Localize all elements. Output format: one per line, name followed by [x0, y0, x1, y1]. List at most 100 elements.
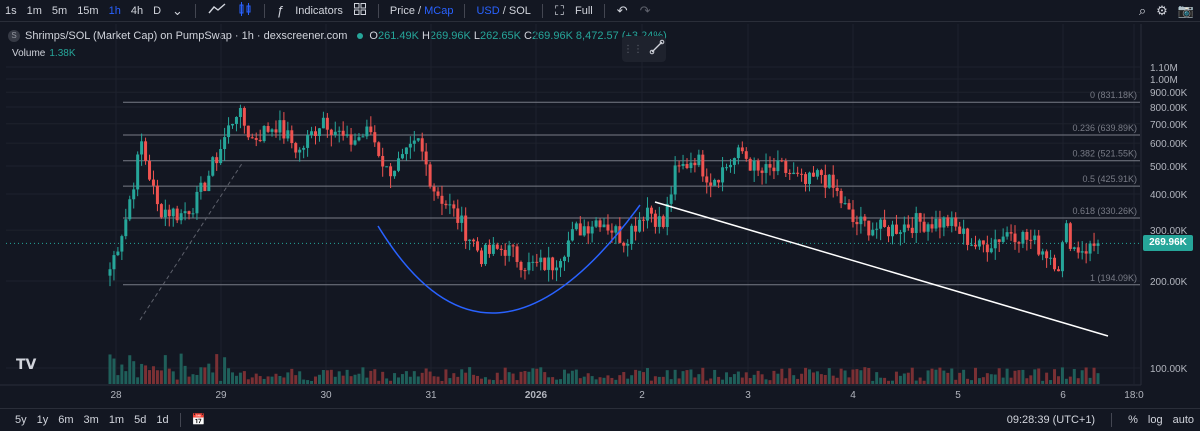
- volume-bar: [808, 369, 812, 384]
- gear-icon[interactable]: ⚙: [1156, 3, 1168, 18]
- volume-bar: [914, 380, 918, 384]
- candle-body: [638, 219, 642, 232]
- line-chart-icon[interactable]: [202, 3, 232, 18]
- candle-body: [780, 160, 784, 162]
- price-mcap-toggle[interactable]: Price / MCap: [385, 5, 459, 17]
- range-1m[interactable]: 1m: [108, 413, 125, 426]
- layout-grid-icon[interactable]: [348, 3, 372, 18]
- candle-body: [187, 211, 191, 215]
- high-value: 269.96K: [429, 30, 471, 42]
- volume-bar: [669, 379, 673, 384]
- log-toggle[interactable]: log: [1147, 414, 1163, 426]
- candle-body: [112, 255, 116, 270]
- candle-body: [1037, 235, 1041, 255]
- candle-body: [985, 244, 989, 253]
- volume-bar: [555, 379, 559, 384]
- percent-toggle[interactable]: %: [1128, 414, 1138, 426]
- candle-body: [246, 125, 250, 138]
- volume-bar: [448, 378, 452, 384]
- volume-bar: [365, 377, 369, 384]
- candle-body: [519, 261, 523, 271]
- candle-body: [1084, 251, 1088, 254]
- redo-icon[interactable]: ↷: [639, 2, 651, 18]
- interval-d[interactable]: D: [153, 4, 162, 17]
- candle-body: [954, 217, 958, 227]
- volume-bar: [377, 380, 381, 384]
- fullscreen-icon[interactable]: ⛶: [554, 2, 564, 18]
- undo-icon[interactable]: ↶: [616, 2, 628, 18]
- indicators-button[interactable]: Indicators: [295, 4, 343, 17]
- candle-body: [586, 226, 590, 234]
- interval-1h[interactable]: 1h: [108, 4, 121, 17]
- date-range-icon[interactable]: 📅: [191, 414, 206, 426]
- volume-bar: [811, 372, 815, 384]
- volume-bar: [764, 379, 768, 384]
- volume-bar: [677, 378, 681, 384]
- y-axis[interactable]: 100.00K200.00K300.00K400.00K500.00K600.0…: [1140, 24, 1188, 385]
- range-6m[interactable]: 6m: [58, 413, 74, 426]
- usd-sol-toggle[interactable]: USD / SOL: [471, 5, 535, 17]
- interval-1m[interactable]: 1m: [26, 4, 42, 17]
- divider: [541, 3, 543, 18]
- interval-15m[interactable]: 15m: [77, 4, 99, 17]
- camera-icon[interactable]: 📷: [1177, 3, 1194, 18]
- volume-bar: [1076, 378, 1080, 384]
- candle-body: [400, 154, 404, 159]
- volume-bar: [653, 376, 657, 384]
- drawing-tool-popup[interactable]: ⋮⋮: [622, 36, 666, 62]
- candle-body: [879, 219, 883, 229]
- candle-body: [792, 172, 796, 175]
- volume-bar: [108, 354, 112, 384]
- volume-bar: [728, 377, 732, 384]
- candle-body: [507, 245, 511, 256]
- drag-handle-icon[interactable]: ⋮⋮: [623, 43, 643, 55]
- volume-bar: [966, 378, 970, 384]
- volume-bar: [396, 377, 400, 384]
- volume-bar: [531, 368, 535, 384]
- volume-bar: [661, 376, 665, 384]
- volume-bar: [460, 369, 464, 384]
- volume-bar: [1084, 367, 1088, 384]
- candle-body: [1053, 257, 1057, 270]
- range-1y[interactable]: 1y: [36, 413, 49, 426]
- auto-toggle[interactable]: auto: [1172, 414, 1194, 426]
- interval-5m[interactable]: 5m: [51, 4, 68, 17]
- interval-4h[interactable]: 4h: [130, 4, 144, 17]
- candle-body: [831, 174, 835, 188]
- candle-body: [231, 123, 235, 126]
- range-3m[interactable]: 3m: [83, 413, 99, 426]
- candle-body: [701, 154, 705, 177]
- range-1d[interactable]: 1d: [156, 413, 169, 426]
- volume-bar: [985, 373, 989, 384]
- range-5y[interactable]: 5y: [15, 413, 27, 426]
- chevron-down-icon[interactable]: ⌄: [172, 2, 183, 18]
- volume-bar: [167, 368, 171, 384]
- volume-bar: [329, 369, 333, 384]
- candle-body: [1076, 247, 1080, 253]
- interval-1s[interactable]: 1s: [5, 4, 17, 17]
- trend-line-icon[interactable]: [649, 39, 665, 60]
- search-icon[interactable]: ⌕: [1138, 3, 1147, 18]
- divider: [377, 3, 379, 18]
- range-5d[interactable]: 5d: [134, 413, 147, 426]
- candle-body: [460, 215, 464, 223]
- candle-body: [697, 154, 701, 166]
- volume-bar: [523, 371, 527, 384]
- volume-bar: [385, 378, 389, 384]
- volume-bar: [294, 375, 298, 384]
- candle-body: [740, 147, 744, 152]
- volume-bar: [452, 373, 456, 384]
- full-button[interactable]: Full: [575, 4, 593, 17]
- function-icon[interactable]: ƒ: [276, 3, 285, 18]
- candle-body: [574, 223, 578, 230]
- candlestick-icon[interactable]: [232, 2, 258, 19]
- volume-bar: [582, 376, 586, 384]
- volume-bar: [468, 367, 472, 384]
- volume-bar: [503, 367, 507, 384]
- candle-body: [472, 239, 476, 242]
- x-axis[interactable]: 28 29 30 31 2026 2 3 4 5 6 18:0: [0, 384, 1144, 401]
- volume-bar: [408, 376, 412, 384]
- candle-body: [389, 166, 393, 177]
- candle-body: [128, 199, 132, 220]
